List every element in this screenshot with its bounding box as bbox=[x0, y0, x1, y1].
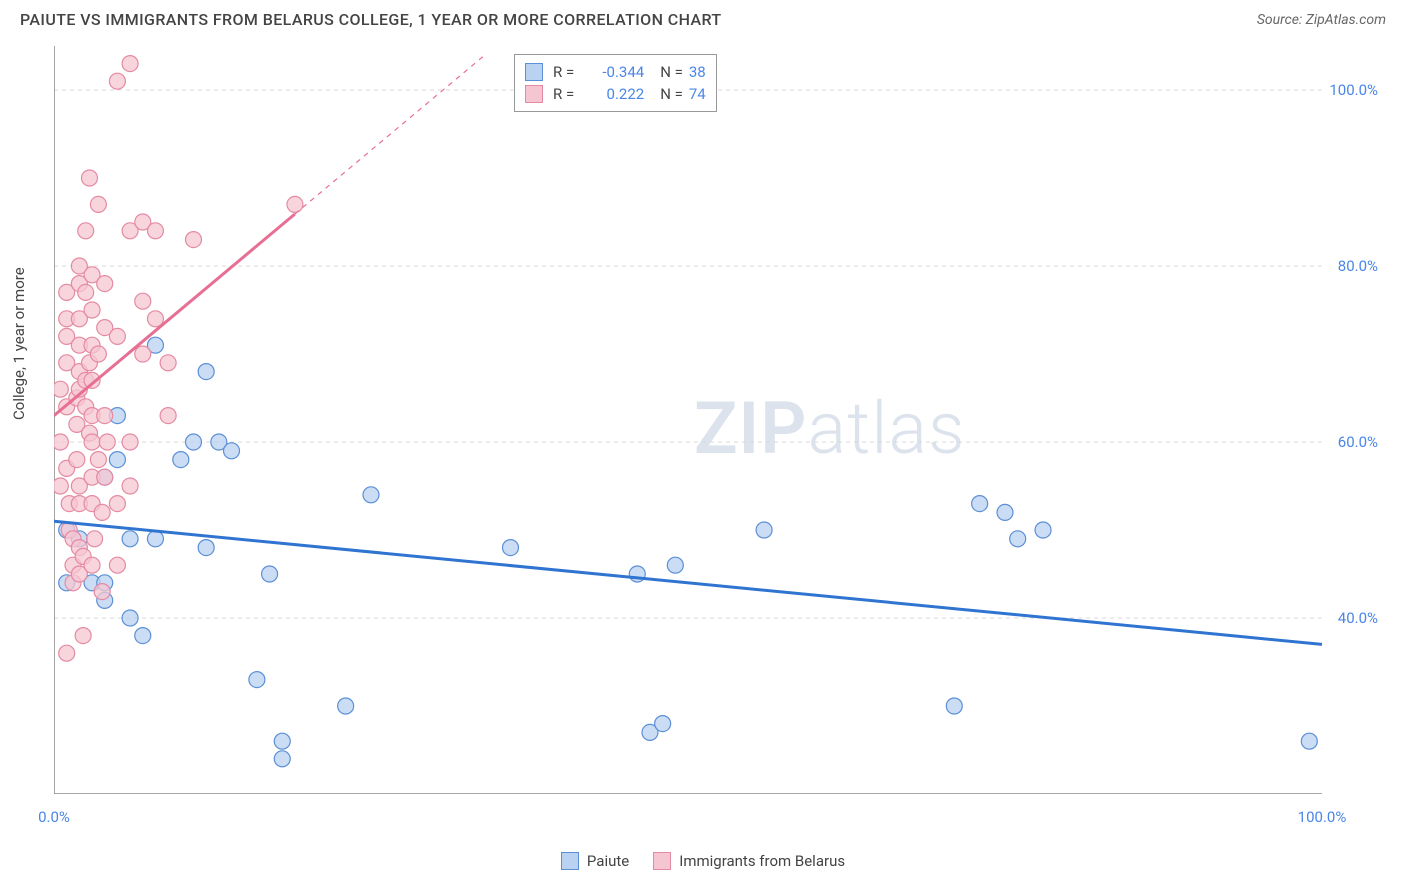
chart-title: PAIUTE VS IMMIGRANTS FROM BELARUS COLLEG… bbox=[20, 10, 722, 29]
r-value: 0.222 bbox=[580, 85, 644, 103]
legend-swatch bbox=[653, 852, 671, 870]
legend-swatch bbox=[525, 85, 543, 103]
legend-item: Paiute bbox=[561, 852, 629, 870]
y-axis-label: College, 1 year or more bbox=[10, 267, 28, 420]
source-label: Source: ZipAtlas.com bbox=[1257, 12, 1386, 28]
scatter-plot-svg bbox=[54, 46, 1322, 794]
series-legend: Paiute Immigrants from Belarus bbox=[0, 852, 1406, 874]
n-value: 38 bbox=[689, 63, 706, 81]
y-tick: 60.0% bbox=[1338, 433, 1378, 451]
n-label: N = bbox=[660, 85, 683, 103]
correlation-legend: R = -0.344 N = 38 R = 0.222 N = 74 bbox=[514, 54, 717, 112]
y-tick: 80.0% bbox=[1338, 257, 1378, 275]
legend-row: R = -0.344 N = 38 bbox=[525, 61, 706, 83]
legend-swatch bbox=[525, 63, 543, 81]
legend-label: Paiute bbox=[587, 852, 629, 870]
x-tick: 100.0% bbox=[1298, 808, 1347, 838]
x-tick: 0.0% bbox=[38, 808, 70, 838]
r-value: -0.344 bbox=[580, 63, 644, 81]
chart-area: 40.0%60.0%80.0%100.0% 0.0%100.0% R =-0.3… bbox=[54, 46, 1386, 806]
r-label: R = bbox=[553, 63, 574, 81]
y-tick: 40.0% bbox=[1338, 609, 1378, 627]
legend-row: R = 0.222 N = 74 bbox=[525, 83, 706, 105]
legend-label: Immigrants from Belarus bbox=[679, 852, 845, 870]
y-tick: 100.0% bbox=[1329, 81, 1378, 99]
legend-swatch bbox=[561, 852, 579, 870]
n-value: 74 bbox=[689, 85, 706, 103]
n-label: N = bbox=[660, 63, 683, 81]
r-label: R = bbox=[553, 85, 574, 103]
legend-item: Immigrants from Belarus bbox=[653, 852, 845, 870]
